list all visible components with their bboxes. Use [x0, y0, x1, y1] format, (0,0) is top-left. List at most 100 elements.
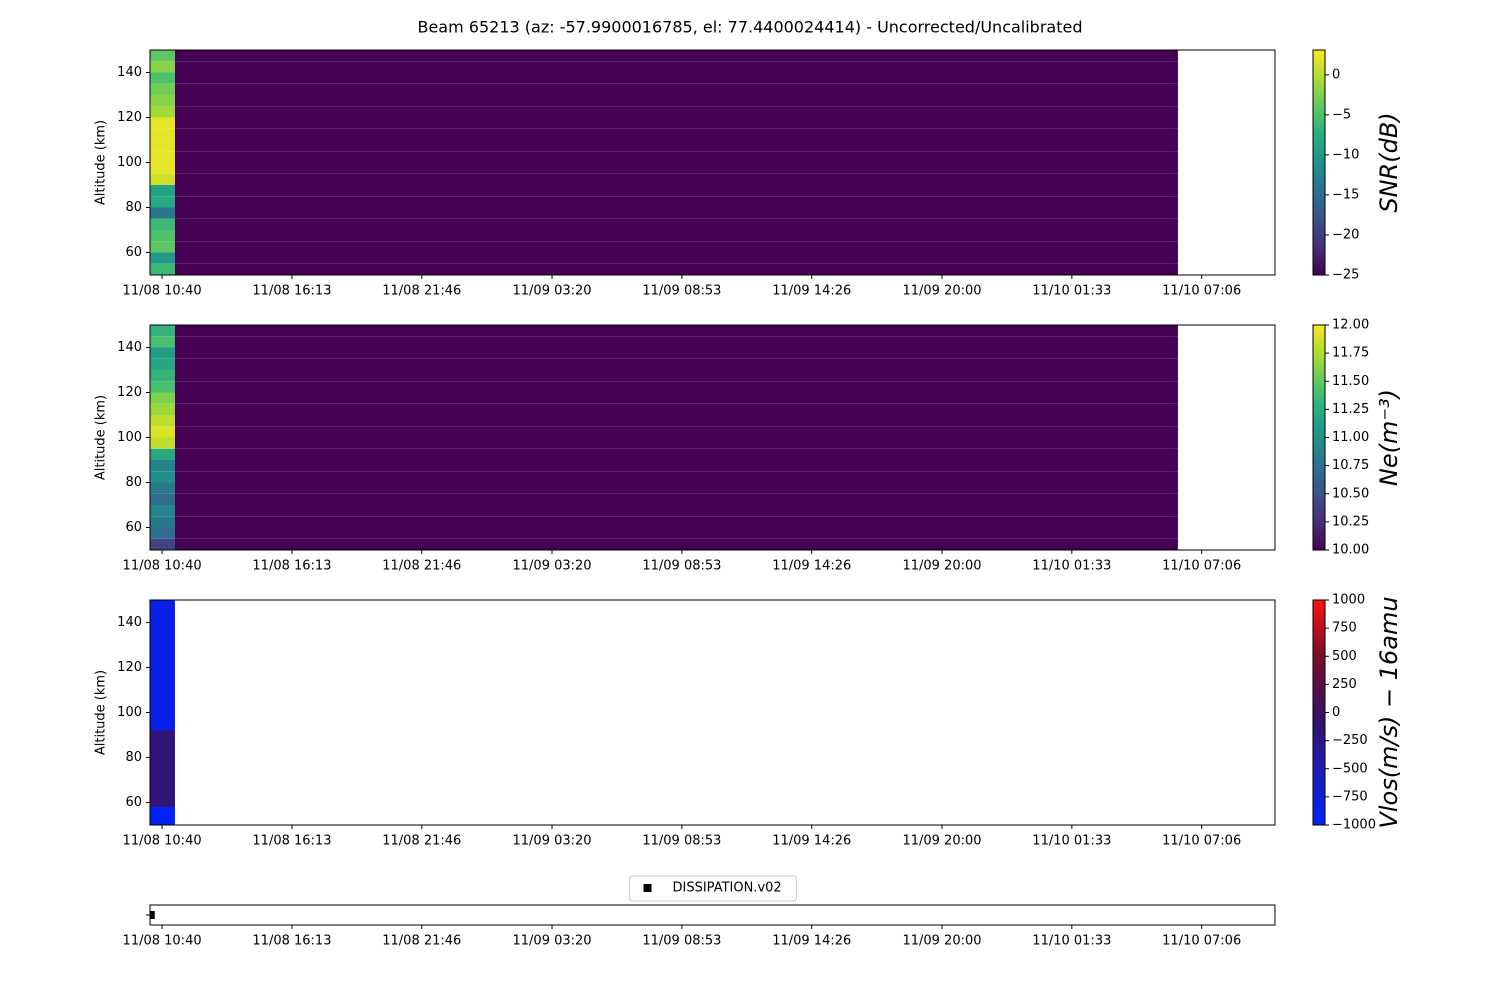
x-tick-label: 11/09 08:53: [642, 284, 721, 299]
x-tick-label: 11/08 10:40: [123, 284, 202, 299]
heatmap-cell: [174, 381, 1178, 393]
heatmap-cell: [174, 128, 1178, 140]
heatmap-cell: [150, 83, 175, 95]
y-tick-label: 80: [125, 475, 142, 490]
x-tick-label: 11/09 20:00: [902, 284, 981, 299]
heatmap-cell: [174, 95, 1178, 107]
colorbar-tick-label: 11.50: [1332, 374, 1369, 389]
axes-frame: [149, 904, 1276, 926]
heatmap-cell: [150, 516, 175, 528]
x-tick-label: 11/10 07:06: [1162, 559, 1241, 574]
heatmap-cell: [150, 392, 175, 404]
x-tick-label: 11/08 10:40: [123, 934, 202, 949]
colorbar-tick-label: −250: [1332, 733, 1368, 748]
heatmap-cell: [174, 241, 1178, 253]
x-tick-label: 11/09 20:00: [902, 834, 981, 849]
heatmap-cell: [150, 151, 175, 163]
heatmap-cell: [150, 505, 175, 517]
heatmap-cell: [150, 117, 175, 129]
colorbar-tick-label: 11.00: [1332, 430, 1369, 445]
heatmap-cell: [150, 230, 175, 242]
heatmap-cell: [174, 263, 1178, 275]
x-tick-label: 11/09 08:53: [642, 559, 721, 574]
x-tick-label: 11/08 16:13: [252, 934, 331, 949]
heatmap-cell: [174, 336, 1178, 348]
x-tick-label: 11/09 08:53: [642, 834, 721, 849]
heatmap-cell: [150, 241, 175, 253]
heatmap-cell: [174, 61, 1178, 73]
heatmap-cell: [150, 437, 175, 449]
heatmap-cell: [174, 106, 1178, 118]
heatmap-cell: [150, 358, 175, 370]
colorbar: [1312, 324, 1326, 551]
heatmap-cell: [150, 325, 175, 337]
heatmap-cell: [174, 83, 1178, 95]
heatmap-cell: [174, 437, 1178, 449]
colorbar-tick-label: 10.75: [1332, 458, 1369, 473]
heatmap-cell: [174, 230, 1178, 242]
heatmap-cell: [150, 415, 175, 427]
heatmap-cell: [150, 426, 175, 438]
heatmap-cell: [174, 151, 1178, 163]
heatmap-cell: [174, 358, 1178, 370]
heatmap-cell: [150, 448, 175, 460]
heatmap-cell: [174, 415, 1178, 427]
y-tick-label: 120: [117, 660, 142, 675]
heatmap-cell: [174, 140, 1178, 152]
heatmap-cell: [150, 527, 175, 539]
heatmap-cell: [150, 538, 175, 550]
heatmap-cell: [174, 527, 1178, 539]
x-tick-label: 11/08 16:13: [252, 284, 331, 299]
heatmap-cell: [174, 117, 1178, 129]
heatmap-cell: [150, 196, 175, 208]
y-tick-label: 140: [117, 65, 142, 80]
heatmap-cell: [150, 50, 175, 62]
heatmap-cell: [150, 72, 175, 84]
heatmap-cell: [174, 162, 1178, 174]
heatmap-cell: [150, 370, 175, 382]
heatmap-cell: [174, 538, 1178, 550]
heatmap-cell: [150, 95, 175, 107]
heatmap-cell: [174, 516, 1178, 528]
heatmap-cell: [150, 218, 175, 230]
figure-title: Beam 65213 (az: -57.9900016785, el: 77.4…: [417, 18, 1082, 37]
point: [150, 911, 155, 919]
x-tick-label: 11/10 07:06: [1162, 834, 1241, 849]
colorbar: [1312, 49, 1326, 276]
heatmap-cell: [150, 403, 175, 415]
colorbar-tick-label: −750: [1332, 789, 1368, 804]
y-tick-label: 140: [117, 340, 142, 355]
heatmap-cell: [150, 730, 175, 807]
heatmap-cell: [150, 381, 175, 393]
colorbar-tick-label: 0: [1332, 67, 1340, 82]
heatmap-cell: [174, 370, 1178, 382]
x-tick-label: 11/09 20:00: [902, 934, 981, 949]
x-tick-label: 11/09 03:20: [513, 559, 592, 574]
x-tick-label: 11/09 03:20: [513, 834, 592, 849]
heatmap-cell: [174, 218, 1178, 230]
x-tick-label: 11/10 07:06: [1162, 284, 1241, 299]
heatmap-cell: [174, 196, 1178, 208]
heatmap-cell: [174, 347, 1178, 359]
y-tick-label: 120: [117, 385, 142, 400]
x-tick-label: 11/09 20:00: [902, 559, 981, 574]
heatmap-cell: [174, 207, 1178, 219]
colorbar-tick-label: −20: [1332, 227, 1359, 242]
x-tick-label: 11/09 03:20: [513, 284, 592, 299]
heatmap-cell: [150, 140, 175, 152]
colorbar-tick-label: −10: [1332, 147, 1359, 162]
heatmap-cell: [174, 426, 1178, 438]
y-tick-label: 60: [125, 520, 142, 535]
heatmap-cell: [174, 185, 1178, 197]
y-axis-label: Altitude (km): [94, 670, 109, 755]
colorbar-label: Vlos(m/s) − 16amu: [1375, 596, 1403, 828]
x-tick-label: 11/08 21:46: [382, 834, 461, 849]
x-tick-label: 11/08 16:13: [252, 834, 331, 849]
heatmap-cell: [174, 471, 1178, 483]
x-tick-label: 11/08 10:40: [123, 834, 202, 849]
x-tick-label: 11/09 14:26: [772, 284, 851, 299]
heatmap-cell: [150, 252, 175, 264]
x-tick-label: 11/09 14:26: [772, 834, 851, 849]
legend-box: [629, 875, 797, 902]
